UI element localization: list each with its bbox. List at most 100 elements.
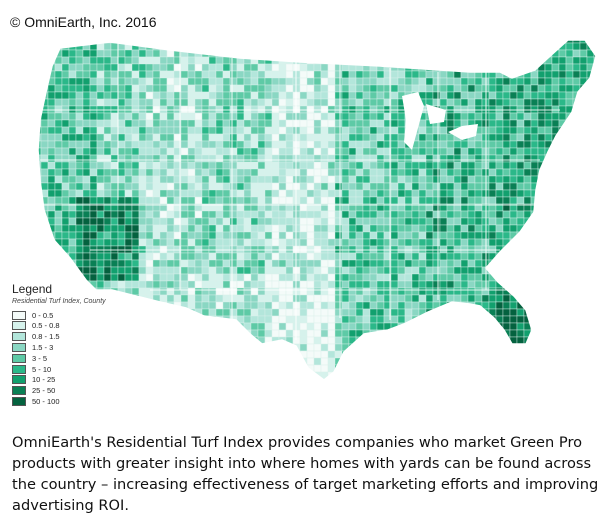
county-tile bbox=[180, 322, 189, 331]
county-tile bbox=[131, 70, 140, 79]
county-tile bbox=[117, 98, 126, 107]
legend-label: 1.5 - 3 bbox=[32, 342, 54, 352]
county-tile bbox=[257, 70, 266, 79]
county-tile bbox=[544, 98, 553, 107]
county-tile bbox=[103, 238, 112, 247]
county-tile bbox=[355, 40, 364, 44]
county-tile bbox=[537, 280, 546, 289]
county-tile bbox=[565, 273, 574, 282]
county-tile bbox=[180, 91, 189, 100]
county-tile bbox=[159, 189, 168, 198]
county-tile bbox=[313, 119, 322, 128]
county-tile bbox=[271, 252, 280, 261]
county-tile bbox=[572, 287, 581, 296]
county-tile bbox=[138, 182, 147, 191]
county-tile bbox=[495, 308, 504, 317]
county-tile bbox=[313, 77, 322, 86]
county-tile bbox=[467, 294, 476, 303]
county-tile bbox=[138, 175, 147, 184]
county-tile bbox=[460, 266, 469, 275]
county-tile bbox=[488, 119, 497, 128]
county-tile bbox=[530, 42, 539, 51]
county-tile bbox=[467, 210, 476, 219]
county-tile bbox=[271, 287, 280, 296]
county-tile bbox=[250, 273, 259, 282]
county-tile bbox=[75, 252, 84, 261]
county-tile bbox=[474, 63, 483, 72]
caption-text: OmniEarth's Residential Turf Index provi… bbox=[12, 434, 599, 514]
county-tile bbox=[222, 84, 231, 93]
county-tile bbox=[481, 315, 490, 324]
county-tile bbox=[488, 238, 497, 247]
county-tile bbox=[460, 189, 469, 198]
county-tile bbox=[117, 154, 126, 163]
county-tile bbox=[180, 364, 189, 373]
county-tile bbox=[523, 343, 532, 352]
county-tile bbox=[159, 91, 168, 100]
county-tile bbox=[488, 357, 497, 366]
county-tile bbox=[166, 84, 175, 93]
county-tile bbox=[138, 371, 147, 380]
county-tile bbox=[54, 98, 63, 107]
county-tile bbox=[278, 196, 287, 205]
county-tile bbox=[355, 364, 364, 373]
county-tile bbox=[551, 217, 560, 226]
county-tile bbox=[488, 217, 497, 226]
county-tile bbox=[348, 287, 357, 296]
county-tile bbox=[565, 224, 574, 233]
county-tile bbox=[250, 147, 259, 156]
county-tile bbox=[75, 126, 84, 135]
county-tile bbox=[348, 70, 357, 79]
county-tile bbox=[40, 231, 49, 240]
county-tile bbox=[404, 294, 413, 303]
county-tile bbox=[376, 63, 385, 72]
county-tile bbox=[593, 133, 596, 142]
county-tile bbox=[334, 91, 343, 100]
county-tile bbox=[488, 182, 497, 191]
county-tile bbox=[362, 350, 371, 359]
county-tile bbox=[89, 175, 98, 184]
county-tile bbox=[327, 357, 336, 366]
county-tile bbox=[551, 168, 560, 177]
county-tile bbox=[348, 301, 357, 310]
county-tile bbox=[467, 238, 476, 247]
county-tile bbox=[61, 238, 70, 247]
county-tile bbox=[586, 119, 595, 128]
county-tile bbox=[145, 378, 154, 380]
county-tile bbox=[411, 42, 420, 51]
legend: Legend Residential Turf Index, County 0 … bbox=[12, 282, 106, 407]
county-tile bbox=[334, 126, 343, 135]
county-tile bbox=[159, 140, 168, 149]
county-tile bbox=[558, 252, 567, 261]
county-tile bbox=[222, 40, 231, 44]
county-tile bbox=[243, 343, 252, 352]
county-tile bbox=[586, 343, 595, 352]
county-tile bbox=[257, 259, 266, 268]
county-tile bbox=[516, 287, 525, 296]
county-tile bbox=[369, 364, 378, 373]
county-tile bbox=[236, 238, 245, 247]
county-tile bbox=[593, 147, 596, 156]
county-tile bbox=[362, 210, 371, 219]
county-tile bbox=[404, 238, 413, 247]
county-tile bbox=[418, 196, 427, 205]
county-tile bbox=[411, 217, 420, 226]
county-tile bbox=[348, 42, 357, 51]
county-tile bbox=[530, 126, 539, 135]
county-tile bbox=[152, 84, 161, 93]
county-tile bbox=[306, 301, 315, 310]
county-tile bbox=[565, 77, 574, 86]
county-tile bbox=[397, 40, 406, 44]
county-tile bbox=[320, 308, 329, 317]
county-tile bbox=[460, 329, 469, 338]
county-tile bbox=[110, 315, 119, 324]
county-tile bbox=[236, 182, 245, 191]
county-tile bbox=[124, 133, 133, 142]
county-tile bbox=[467, 336, 476, 345]
county-tile bbox=[208, 147, 217, 156]
county-tile bbox=[341, 126, 350, 135]
county-tile bbox=[180, 119, 189, 128]
county-tile bbox=[145, 196, 154, 205]
county-tile bbox=[299, 42, 308, 51]
county-tile bbox=[215, 322, 224, 331]
